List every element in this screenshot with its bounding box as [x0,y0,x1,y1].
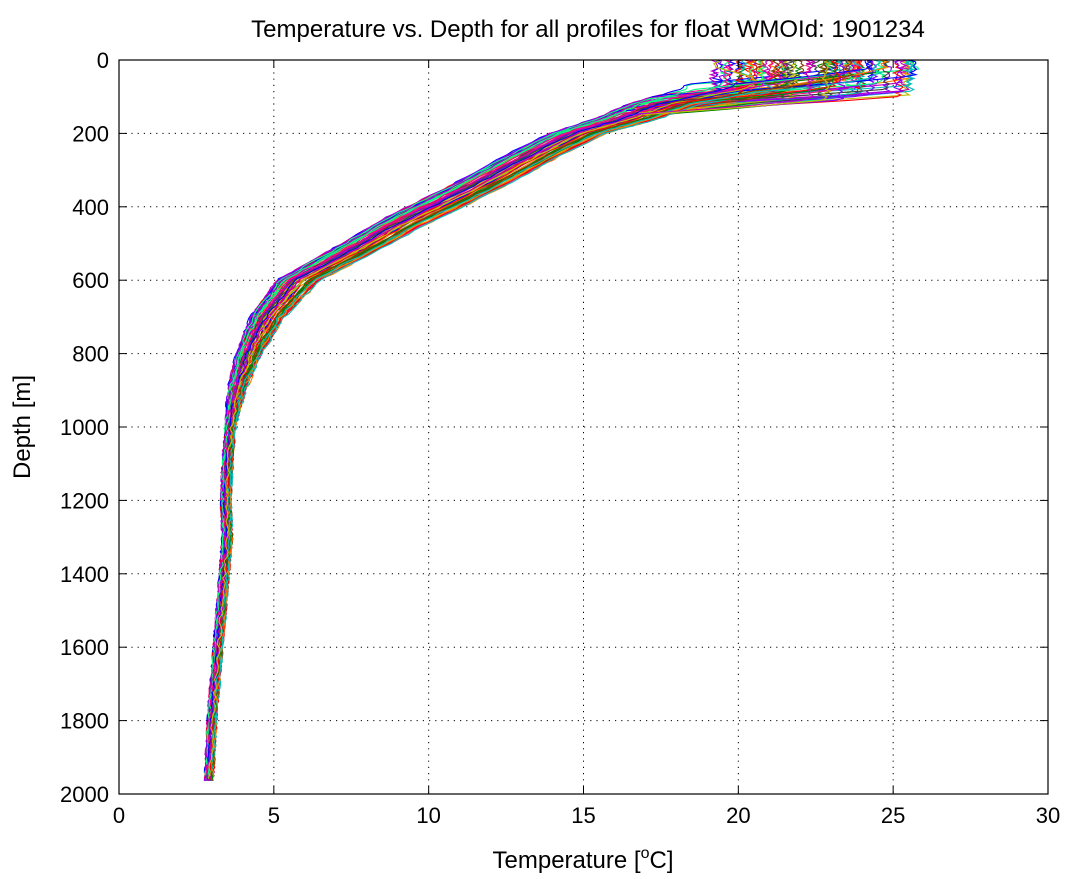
y-tick-label: 1200 [60,488,109,513]
x-axis-label: Temperature [oC] [493,845,674,874]
y-tick-label: 800 [72,342,109,367]
profiles [203,59,920,782]
x-axis-label-prefix: Temperature [ [493,847,641,874]
x-axis-label-sup: o [641,845,650,862]
x-axis-label-suffix: C] [649,847,673,874]
y-tick-label: 1800 [60,709,109,734]
y-tick-label: 400 [72,195,109,220]
grid-lines [119,60,1048,794]
chart-title: Temperature vs. Depth for all profiles f… [251,16,925,43]
plot-area [118,59,1049,795]
y-tick-label: 200 [72,121,109,146]
y-tick-label: 0 [97,48,109,73]
ticks [118,59,1049,795]
x-tick-label: 5 [268,803,280,828]
x-tick-label: 25 [881,803,905,828]
profile-line [204,59,774,782]
x-tick-labels: 0 5 10 15 20 25 30 [113,803,1060,828]
y-tick-label: 1400 [60,562,109,587]
y-tick-label: 600 [72,268,109,293]
y-axis-label: Depth [m] [9,375,36,479]
y-tick-label: 2000 [60,782,109,807]
y-tick-label: 1600 [60,635,109,660]
y-tick-labels: 0 200 400 600 800 1000 1200 1400 1600 1800 2000 [60,48,109,807]
x-tick-label: 10 [416,803,440,828]
profile-line [206,59,835,777]
profile-line [208,59,833,777]
x-tick-label: 20 [726,803,750,828]
x-tick-label: 0 [113,803,125,828]
y-tick-label: 1000 [60,415,109,440]
x-tick-label: 30 [1036,803,1060,828]
profile-line [210,59,890,777]
x-tick-label: 15 [571,803,595,828]
profile-line [207,59,872,773]
profile-line [210,59,883,773]
